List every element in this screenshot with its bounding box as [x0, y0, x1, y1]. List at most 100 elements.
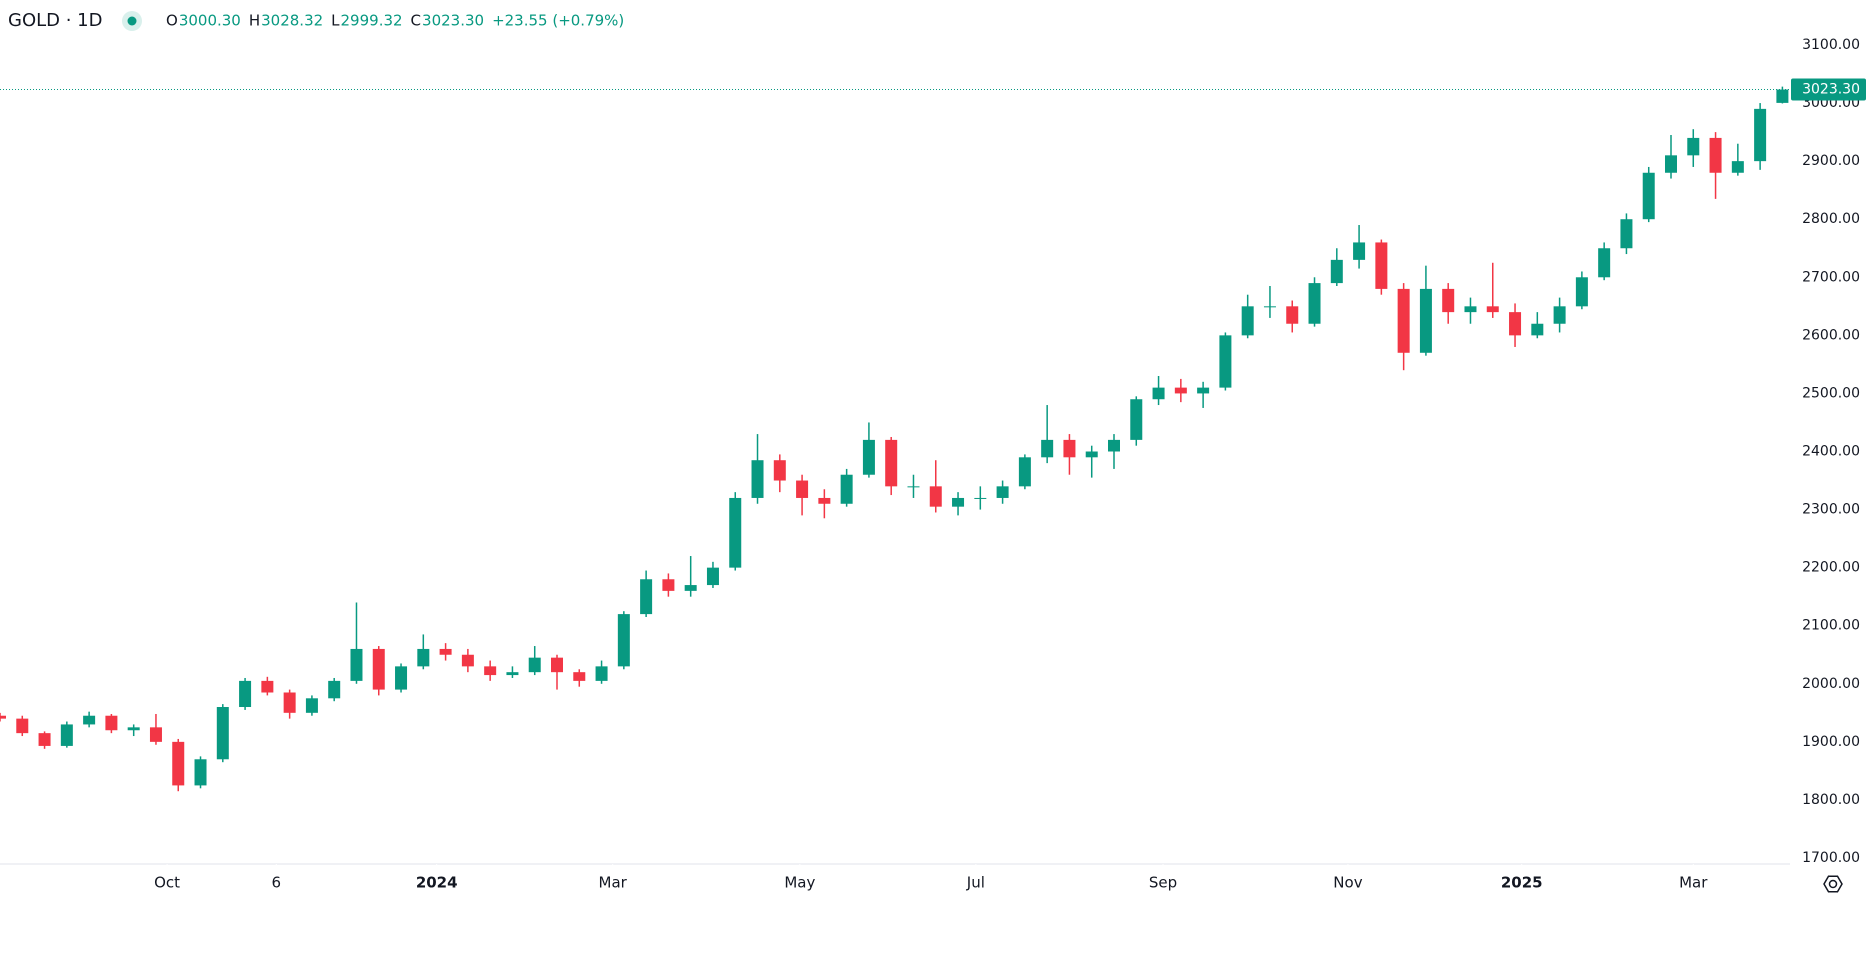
candle-body: [60, 724, 73, 746]
candle-body: [328, 680, 341, 699]
y-tick-label: 2100.00: [1802, 618, 1860, 634]
candle-body: [573, 672, 586, 681]
candle-body: [1419, 288, 1432, 353]
candle-body: [974, 497, 987, 499]
candle-body: [1063, 439, 1076, 458]
x-tick-label: 6: [271, 874, 281, 892]
legend-key: H: [249, 12, 260, 30]
candle-body: [1709, 137, 1722, 173]
x-tick-label: Mar: [599, 874, 628, 892]
candle-body: [1642, 172, 1655, 220]
y-tick-label: 2700.00: [1802, 269, 1860, 285]
legend-key: C: [411, 12, 421, 30]
candle-body: [796, 480, 809, 498]
candle-body: [1575, 277, 1588, 307]
settings-hex: [1823, 875, 1843, 893]
candle-body: [1776, 89, 1789, 103]
symbol-title[interactable]: GOLD · 1D: [8, 10, 102, 31]
candle-body: [1486, 306, 1499, 313]
candle-body: [773, 460, 786, 481]
candle-body: [127, 727, 140, 731]
candle-body: [372, 648, 385, 690]
legend-change: +23.55 (+0.79%): [492, 12, 624, 30]
candle-body: [1085, 451, 1098, 458]
candle-body: [751, 460, 764, 498]
y-tick-label: 2500.00: [1802, 385, 1860, 401]
settings-dot: [1828, 879, 1838, 889]
y-tick-label: 2900.00: [1802, 153, 1860, 169]
legend-value: 3023.30: [422, 12, 484, 30]
settings-icon[interactable]: [1823, 875, 1843, 893]
candle-body: [1620, 219, 1633, 249]
x-tick-label: Sep: [1149, 874, 1177, 892]
candle-body: [862, 439, 875, 475]
candle-body: [1754, 108, 1767, 162]
candle-body: [996, 486, 1009, 498]
candle-body: [216, 707, 229, 760]
candle-body: [1531, 323, 1544, 336]
candle-body: [840, 474, 853, 504]
candle-body: [1308, 283, 1321, 324]
y-tick-label: 1900.00: [1802, 734, 1860, 750]
status-icon: [127, 16, 137, 26]
candle-body: [684, 585, 697, 591]
candle-body: [662, 579, 675, 591]
y-tick-label: 1700.00: [1802, 850, 1860, 866]
candle-body: [149, 727, 162, 742]
candle-body: [907, 486, 920, 488]
candle-body: [38, 733, 51, 746]
candle-body: [1108, 439, 1120, 452]
candle-body: [528, 657, 541, 673]
candle-body: [1286, 306, 1299, 324]
candle-body: [1375, 242, 1388, 289]
last-price-label: 3023.30: [1802, 82, 1860, 98]
candle-body: [305, 698, 318, 713]
candle-body: [16, 718, 29, 734]
candle-body: [1665, 155, 1677, 173]
candle-body: [1598, 248, 1611, 278]
candle-body: [1018, 457, 1031, 487]
candle-body: [1330, 259, 1343, 284]
candle-body: [417, 648, 430, 667]
x-tick-label: Mar: [1679, 874, 1708, 892]
y-tick-label: 2200.00: [1802, 560, 1860, 576]
candle-body: [1197, 387, 1210, 394]
x-tick-label: 2025: [1501, 874, 1543, 892]
candle-body: [595, 666, 608, 681]
x-tick-label: Jul: [966, 874, 985, 892]
candle-body: [929, 486, 942, 507]
y-tick-label: 2800.00: [1802, 211, 1860, 227]
candle-body: [350, 648, 363, 681]
y-tick-label: 2600.00: [1802, 327, 1860, 343]
x-tick-label: Oct: [154, 874, 180, 892]
candle-body: [283, 692, 296, 713]
candle-body: [1687, 137, 1700, 156]
candle-body: [194, 759, 207, 786]
candle-body: [1241, 306, 1254, 336]
y-tick-label: 3100.00: [1802, 37, 1860, 53]
y-tick-label: 2000.00: [1802, 676, 1860, 692]
legend-key: O: [166, 12, 178, 30]
candle-body: [484, 666, 497, 676]
candle-body: [640, 579, 653, 615]
candle-body: [617, 614, 630, 667]
y-tick-label: 2400.00: [1802, 444, 1860, 460]
candle-body: [952, 497, 965, 507]
candle-body: [706, 567, 719, 586]
candle-body: [395, 666, 408, 690]
x-tick-label: Nov: [1333, 874, 1362, 892]
candle-body: [1353, 242, 1366, 260]
last-price-badge: [1791, 78, 1866, 101]
candle-body: [1152, 387, 1165, 400]
candle-body: [172, 741, 185, 786]
candle-body: [506, 672, 519, 676]
candle-body: [1509, 312, 1522, 336]
candle-body: [1553, 306, 1566, 324]
candle-body: [439, 648, 452, 655]
candle-body: [105, 715, 118, 731]
candle-body: [1397, 288, 1410, 353]
legend-value: 3028.32: [261, 12, 323, 30]
candle-body: [1174, 387, 1187, 394]
